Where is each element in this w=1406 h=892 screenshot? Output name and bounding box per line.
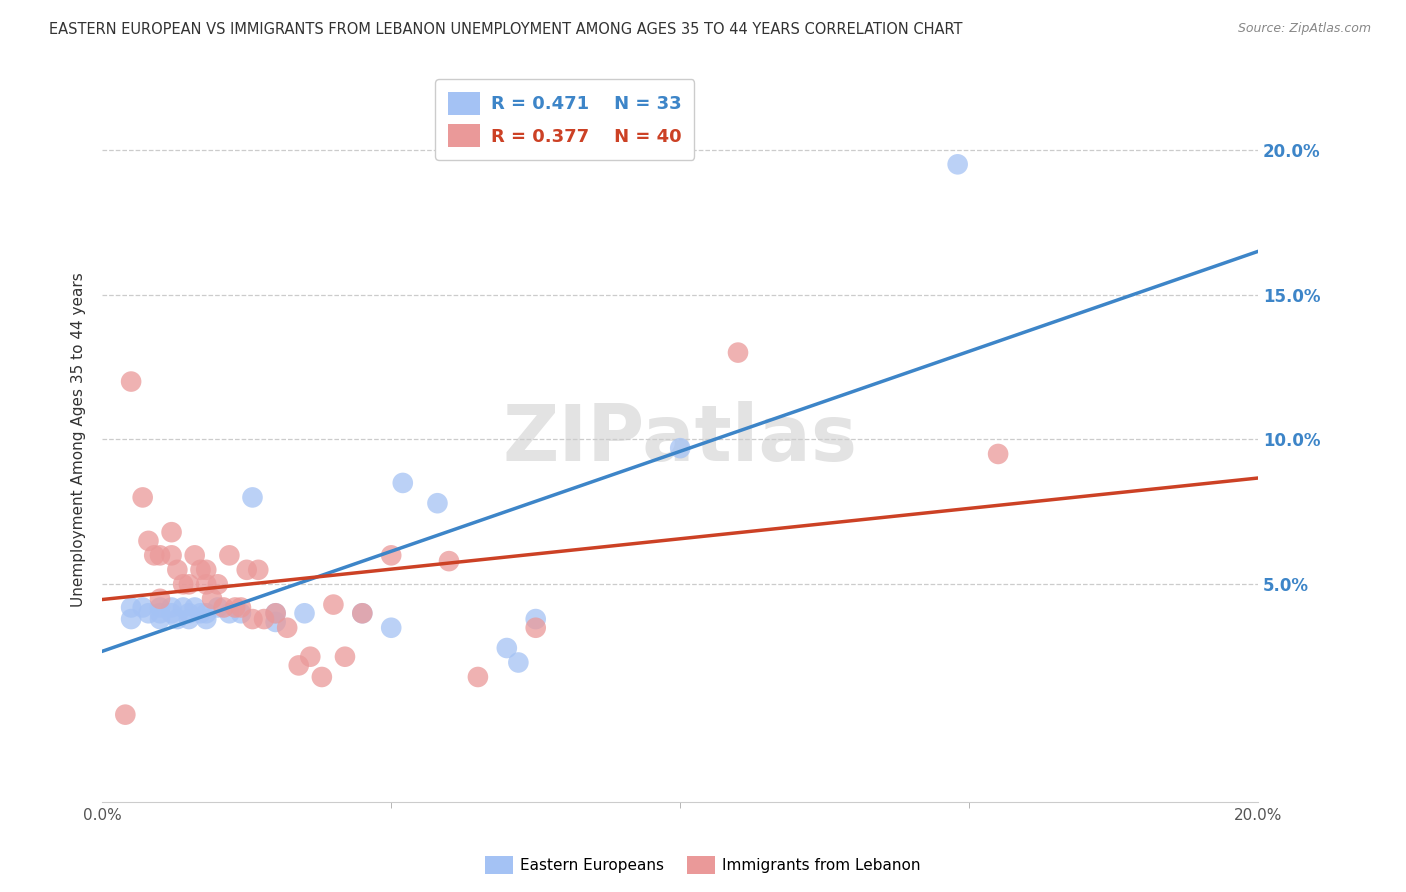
Point — [352, 607, 374, 621]
Point — [149, 549, 172, 563]
Point — [183, 600, 205, 615]
Point — [138, 607, 160, 621]
Point — [380, 549, 402, 563]
Point — [276, 621, 298, 635]
Point — [242, 612, 264, 626]
Point — [114, 707, 136, 722]
Point — [437, 554, 460, 568]
Point — [195, 577, 218, 591]
Point — [247, 563, 270, 577]
Point — [207, 577, 229, 591]
Point — [183, 549, 205, 563]
Point — [201, 591, 224, 606]
Legend: R = 0.471    N = 33, R = 0.377    N = 40: R = 0.471 N = 33, R = 0.377 N = 40 — [434, 79, 695, 160]
Text: EASTERN EUROPEAN VS IMMIGRANTS FROM LEBANON UNEMPLOYMENT AMONG AGES 35 TO 44 YEA: EASTERN EUROPEAN VS IMMIGRANTS FROM LEBA… — [49, 22, 963, 37]
Point — [120, 600, 142, 615]
Point — [426, 496, 449, 510]
Point — [508, 656, 530, 670]
Point — [160, 600, 183, 615]
Point — [149, 600, 172, 615]
Point — [264, 607, 287, 621]
Point — [190, 607, 212, 621]
Point — [467, 670, 489, 684]
Point — [229, 607, 252, 621]
Point — [160, 549, 183, 563]
Point — [138, 533, 160, 548]
Point — [166, 612, 188, 626]
Point — [229, 600, 252, 615]
Text: Source: ZipAtlas.com: Source: ZipAtlas.com — [1237, 22, 1371, 36]
Point — [218, 549, 240, 563]
Point — [212, 600, 235, 615]
Point — [524, 621, 547, 635]
Legend: Eastern Europeans, Immigrants from Lebanon: Eastern Europeans, Immigrants from Leban… — [479, 850, 927, 880]
Point — [727, 345, 749, 359]
Point — [311, 670, 333, 684]
Point — [207, 600, 229, 615]
Point — [149, 612, 172, 626]
Point — [253, 612, 276, 626]
Point — [495, 640, 517, 655]
Point — [195, 607, 218, 621]
Point — [149, 591, 172, 606]
Point — [160, 607, 183, 621]
Point — [524, 612, 547, 626]
Point — [333, 649, 356, 664]
Point — [299, 649, 322, 664]
Point — [160, 525, 183, 540]
Point — [322, 598, 344, 612]
Point — [391, 475, 413, 490]
Point — [380, 621, 402, 635]
Point — [287, 658, 309, 673]
Point — [120, 612, 142, 626]
Point — [172, 577, 194, 591]
Point — [195, 612, 218, 626]
Point — [669, 441, 692, 455]
Text: ZIPatlas: ZIPatlas — [503, 401, 858, 477]
Point — [235, 563, 257, 577]
Point — [987, 447, 1010, 461]
Point — [352, 607, 374, 621]
Point — [195, 563, 218, 577]
Point — [131, 491, 153, 505]
Point — [166, 563, 188, 577]
Point — [177, 577, 200, 591]
Point — [264, 615, 287, 629]
Point — [242, 491, 264, 505]
Point — [149, 607, 172, 621]
Y-axis label: Unemployment Among Ages 35 to 44 years: Unemployment Among Ages 35 to 44 years — [72, 272, 86, 607]
Point — [143, 549, 166, 563]
Point — [172, 600, 194, 615]
Point — [131, 600, 153, 615]
Point — [190, 563, 212, 577]
Point — [264, 607, 287, 621]
Point — [177, 612, 200, 626]
Point — [120, 375, 142, 389]
Point — [177, 607, 200, 621]
Point — [946, 157, 969, 171]
Point — [294, 607, 316, 621]
Point — [224, 600, 246, 615]
Point — [218, 607, 240, 621]
